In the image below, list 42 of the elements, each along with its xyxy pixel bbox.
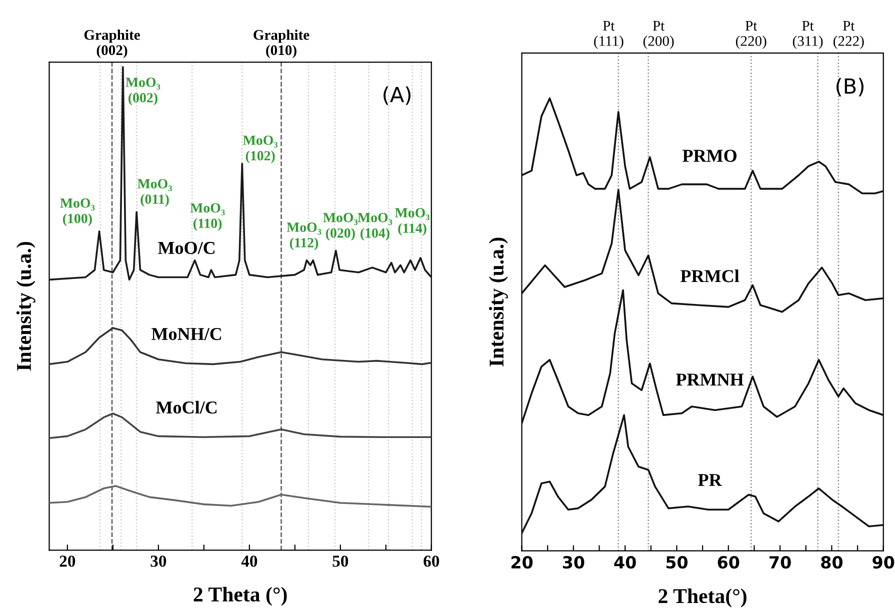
x-axis-title: 2 Theta(°) [658, 588, 746, 608]
annotation: MoO₃ (002) [126, 78, 160, 106]
x-tick-label: 50 [332, 556, 348, 567]
x-tick-label: 20 [60, 556, 76, 567]
x-tick-label: 70 [770, 556, 791, 569]
x-tick-label: 30 [562, 556, 584, 569]
series-label: MoNH/C [152, 328, 222, 340]
ref-line-label: Pt (111) [594, 21, 624, 49]
x-tick-label: 40 [614, 556, 636, 569]
y-axis-title: Intensity (u.a.) [488, 238, 508, 366]
annotation: (A) [384, 86, 410, 105]
series-label: PRMNH [676, 374, 744, 386]
ref-line-label: Pt (200) [643, 21, 674, 49]
series-label: PRMCl [680, 270, 740, 282]
x-tick-label: 30 [150, 556, 166, 567]
annotation: MoO₃ (114) [395, 208, 430, 236]
ref-line-label: Pt (311) [792, 21, 823, 49]
y-axis-title: Intensity (u.a.) [16, 242, 36, 371]
x-tick-label: 50 [666, 556, 688, 569]
ref-line-label: Graphite (010) [254, 30, 310, 58]
ref-line-label: Graphite (002) [84, 30, 140, 58]
x-tick-label: 60 [718, 556, 740, 569]
x-tick-label: 20 [512, 556, 533, 569]
x-axis-title: 2 Theta (°) [194, 586, 287, 606]
ref-line-label: Pt (220) [736, 21, 766, 49]
annotation: MoO₃ (112) [286, 222, 322, 250]
series-label: PRMO [682, 150, 737, 162]
text: (B) [836, 78, 864, 96]
annotation: MoO₃ (100) [60, 198, 95, 226]
annotation: MoO₃ (102) [243, 136, 278, 164]
annotation: MoO₃ (104) [358, 212, 392, 241]
x-tick-label: 80 [821, 556, 843, 569]
x-tick-label: 90 [872, 556, 894, 569]
series-label: MoCl/C [156, 400, 217, 414]
annotation: MoO₃ (110) [190, 203, 225, 231]
x-tick-label: 60 [424, 556, 440, 567]
annotation: MoO₃ (020) [323, 212, 358, 241]
series-label: PR [698, 474, 722, 486]
x-tick-label: 40 [241, 556, 258, 567]
annotation: MoO₃ (011) [138, 179, 172, 207]
series-label: MoO/C [158, 242, 215, 254]
ref-line-label: Pt (222) [834, 21, 864, 49]
